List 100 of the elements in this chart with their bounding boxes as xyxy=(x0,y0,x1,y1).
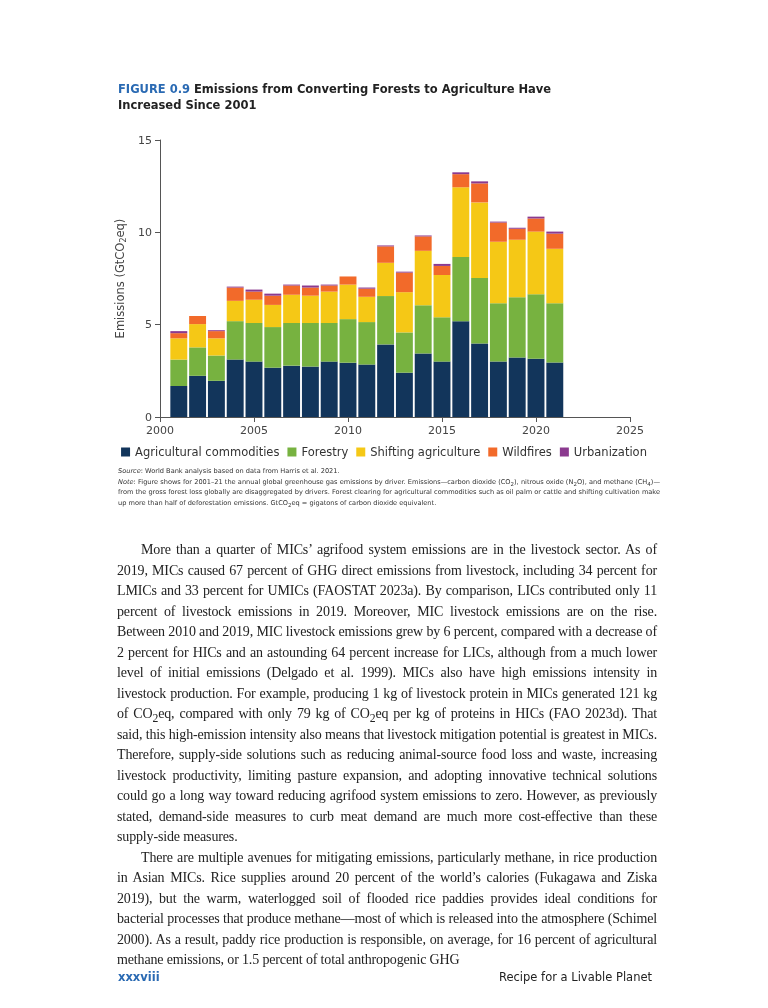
bar xyxy=(471,277,489,344)
bar xyxy=(245,299,263,323)
bar xyxy=(264,304,282,328)
text: There are multiple avenues for mitigating emissions, particularly methane, in rice production in Asian MICs. Rice supplies around 20 percent of the world’s calories (Fukagawa and Ziska 2019), but the warm, waterlogged soil of flooded rice paddies provides ideal conditions for bacterial processes that produce methane—most of which is released into the atmosphere (Schimel 2000). As a result, paddy rice production is responsible, on average, for 16 percent of agricultural methane emissions, or 1.5 percent of total anthropogenic GHG xyxy=(117,848,657,969)
bar xyxy=(283,285,301,295)
x-tick-label: 2015 xyxy=(428,424,456,437)
bar xyxy=(546,233,564,249)
bar xyxy=(358,296,376,323)
bar xyxy=(452,187,470,257)
bar xyxy=(414,353,432,417)
bar xyxy=(471,181,489,184)
bar xyxy=(471,202,489,278)
bar xyxy=(546,231,564,234)
bar xyxy=(508,297,526,358)
bar xyxy=(395,332,413,373)
bar xyxy=(283,294,301,323)
bar xyxy=(170,331,188,334)
bar xyxy=(339,362,357,417)
legend-label: Wildfires xyxy=(502,445,552,459)
bar xyxy=(414,305,432,354)
bar xyxy=(189,375,207,417)
bar xyxy=(377,246,395,263)
bar xyxy=(395,372,413,417)
bar xyxy=(489,303,507,362)
bar xyxy=(245,323,263,362)
text: Recipe for a Livable Planet xyxy=(499,970,652,984)
bar xyxy=(546,303,564,363)
text: xxxviii xyxy=(118,970,160,984)
bar xyxy=(377,344,395,417)
bar xyxy=(301,366,319,417)
bar xyxy=(264,295,282,305)
y-axis-title: Emissions (GtCO2eq) xyxy=(113,218,128,339)
bar xyxy=(339,284,357,320)
bar xyxy=(395,272,413,293)
x-tick-label: 2005 xyxy=(240,424,268,437)
bar xyxy=(433,317,451,362)
x-tick-label: 2000 xyxy=(146,424,174,437)
bar xyxy=(301,295,319,323)
bar xyxy=(358,364,376,417)
bar xyxy=(508,357,526,417)
x-tick-label: 2025 xyxy=(616,424,644,437)
bar xyxy=(358,322,376,365)
bar xyxy=(527,358,545,417)
bar xyxy=(414,250,432,306)
bar xyxy=(245,291,263,300)
bar xyxy=(527,231,545,295)
bar xyxy=(452,321,470,417)
legend-label: Forestry xyxy=(301,445,349,459)
bar xyxy=(226,287,244,301)
bar xyxy=(508,239,526,298)
bar xyxy=(358,288,376,297)
bar xyxy=(433,263,451,266)
bar xyxy=(546,362,564,417)
bar xyxy=(471,183,489,203)
bar xyxy=(395,292,413,333)
legend-label: Urbanization xyxy=(573,445,647,459)
bar xyxy=(339,276,357,285)
bar xyxy=(170,385,188,417)
bar xyxy=(170,338,188,360)
bar xyxy=(489,241,507,304)
x-tick-label: 2020 xyxy=(522,424,550,437)
bar xyxy=(170,359,188,386)
bar xyxy=(320,285,338,292)
y-tick-label: 15 xyxy=(138,133,152,147)
bar xyxy=(320,361,338,417)
legend-label: Agricultural commodities xyxy=(135,445,280,459)
bar xyxy=(452,256,470,322)
bar xyxy=(189,315,207,325)
y-tick-label: 5 xyxy=(145,318,152,332)
bar xyxy=(414,236,432,251)
chart-title: FIGURE 0.9 Emissions from Converting Forests to Agriculture Have Increased Since 2001 xyxy=(118,81,553,113)
bar xyxy=(489,361,507,417)
bar xyxy=(546,248,564,304)
bar xyxy=(226,359,244,417)
bar xyxy=(527,294,545,359)
bar xyxy=(207,331,225,339)
bar xyxy=(377,296,395,345)
y-tick-label: 10 xyxy=(138,225,152,239)
bar xyxy=(189,324,207,348)
bar xyxy=(320,291,338,323)
bar xyxy=(301,285,319,288)
bar xyxy=(207,380,225,417)
bar xyxy=(207,355,225,381)
bar xyxy=(433,361,451,417)
bar xyxy=(264,367,282,417)
x-tick-label: 2010 xyxy=(334,424,362,437)
y-tick-label: 0 xyxy=(145,410,152,424)
bar xyxy=(320,323,338,362)
bar xyxy=(226,321,244,360)
bar xyxy=(508,228,526,240)
bar xyxy=(452,174,470,188)
bar xyxy=(301,323,319,367)
bar xyxy=(301,287,319,296)
bar xyxy=(283,365,301,417)
bar xyxy=(264,327,282,368)
bar xyxy=(489,222,507,242)
text: More than a quarter of MICs’ agrifood system emissions are in the livestock sector. As of 2019, MICs caused 67 percent of GHG direct emissions from livestock, including 34 percent for LMICs and 33 percent for UMICs (FAOSTAT 2023a). By comparison, LICs contributed only 11 percent of livestock emissions in 2019. Moreover, MIC livestock emissions are on the rise. Between 2010 and 2019, MIC livestock emissions grew by 6 percent, compared with a decrease of 2 percent for HICs and an astounding 64 percent increase for LICs, although from a much lower level of initial emissions (Delgado et al. 1999). MICs also have high emissions intensity in livestock production. For example, producing 1 kg of livestock protein in MICs generated 121 kg of CO$_{2}$eq, compared with only 79 kg of CO$_{2}$eq per kg of proteins in HICs (FAO 2023d). That said, this high-emission intensity also means that livestock mitigation potential is greatest in MICs. Therefore, supply-side solutions such as reducing animal-source food loss and waste, increasing livestock productivity, limiting pasture expansion, and adopting innovative technical solutions could go a long way toward reducing agrifood system emissions to zero. However, as previously stated, demand-side measures to curb meat demand are much more cost-effective than these supply-side measures. xyxy=(117,542,657,844)
bar xyxy=(527,218,545,232)
legend-label: Shifting agriculture xyxy=(370,445,481,459)
bar xyxy=(245,361,263,417)
